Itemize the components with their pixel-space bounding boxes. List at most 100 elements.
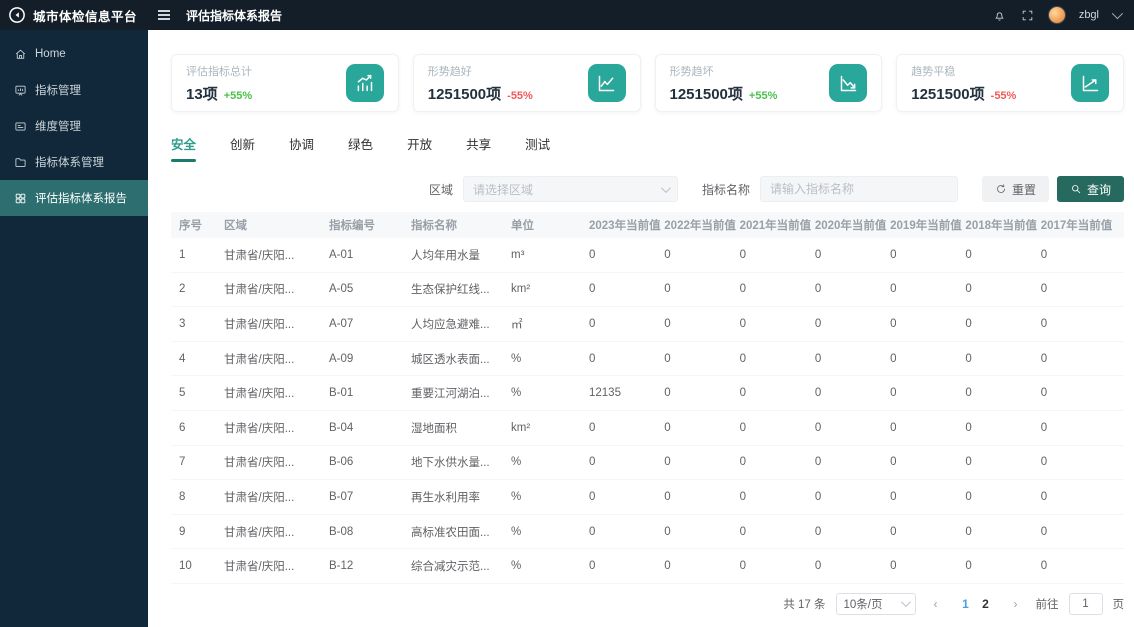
table-cell: 4 bbox=[179, 352, 186, 365]
table-cell: 0 bbox=[965, 317, 972, 330]
table-cell: % bbox=[511, 490, 522, 503]
chevron-down-icon bbox=[660, 182, 671, 193]
sidebar-item-evaluation-report[interactable]: 评估指标体系报告 bbox=[0, 180, 148, 216]
chart-board-icon bbox=[14, 84, 27, 97]
table-cell: 0 bbox=[589, 490, 596, 503]
table-cell: 0 bbox=[739, 248, 746, 261]
table-cell: 甘肃省/庆阳... bbox=[224, 388, 295, 401]
next-page-button[interactable]: › bbox=[1013, 596, 1018, 611]
goto-page-input[interactable] bbox=[1068, 592, 1103, 615]
page-size-select[interactable]: 10条/页 bbox=[835, 592, 916, 615]
menu-toggle-icon[interactable] bbox=[154, 6, 174, 24]
table-cell: km² bbox=[511, 421, 531, 434]
table-header-cell: 2017年当前值 bbox=[1040, 220, 1113, 232]
table-cell: 0 bbox=[814, 490, 822, 503]
table-row: 2 甘肃省/庆阳... A-05 生态保护红线... km² 0 0 0 0 0 0 0 bbox=[171, 273, 1124, 308]
top-bar: 城市体检信息平台 评估指标体系报告 zbgl bbox=[0, 0, 1134, 30]
table-cell: m³ bbox=[511, 248, 525, 261]
fullscreen-icon[interactable] bbox=[1020, 8, 1035, 23]
prev-page-button[interactable]: ‹ bbox=[933, 596, 938, 611]
notification-bell-icon[interactable] bbox=[992, 8, 1007, 23]
table-cell: A-01 bbox=[329, 248, 354, 261]
table-cell: 0 bbox=[890, 490, 897, 503]
table-row: 5 甘肃省/庆阳... B-01 重要江河湖泊...% 12135 0 0 0 0 0 0 bbox=[171, 376, 1124, 411]
table-cell: ㎡ bbox=[511, 318, 523, 331]
sidebar-item-indicator-mgmt[interactable]: 指标管理 bbox=[0, 72, 148, 108]
sidebar-item-label: 指标体系管理 bbox=[35, 157, 104, 169]
table-cell: 0 bbox=[664, 352, 671, 365]
table-cell: 甘肃省/庆阳... bbox=[224, 491, 295, 504]
tab-3[interactable]: 协调 bbox=[289, 138, 315, 152]
tab-6[interactable]: 共享 bbox=[466, 138, 492, 152]
table-cell: % bbox=[511, 387, 522, 400]
table-cell: 0 bbox=[814, 387, 822, 400]
page-number-1[interactable]: 1 bbox=[962, 596, 969, 611]
table-cell: B-04 bbox=[329, 421, 354, 434]
table-cell: 0 bbox=[664, 421, 671, 434]
tab-4[interactable]: 绿色 bbox=[348, 138, 374, 152]
table-cell: 0 bbox=[890, 560, 897, 573]
table-cell: 0 bbox=[739, 352, 746, 365]
trend-line-icon bbox=[1071, 64, 1109, 102]
table-cell: 0 bbox=[890, 352, 897, 365]
chevron-down-icon bbox=[900, 597, 911, 608]
table-cell: 0 bbox=[664, 490, 671, 503]
page-size-value: 10条/页 bbox=[843, 598, 883, 611]
table-cell: 高标准农田面... bbox=[411, 526, 490, 539]
region-select[interactable]: 请选择区域 bbox=[462, 176, 678, 202]
table-cell: 0 bbox=[890, 421, 897, 434]
table-header-cell: 单位 bbox=[511, 220, 534, 232]
search-button[interactable]: 查询 bbox=[1056, 176, 1124, 202]
stat-card-value: 1251500项 bbox=[427, 85, 502, 103]
tab-5[interactable]: 开放 bbox=[407, 138, 433, 152]
sidebar-item-label: 维度管理 bbox=[35, 121, 81, 133]
table-cell: 0 bbox=[739, 387, 746, 400]
table-cell: 甘肃省/庆阳... bbox=[224, 318, 295, 331]
table-cell: 3 bbox=[179, 317, 186, 330]
table-cell: 0 bbox=[890, 317, 897, 330]
table-cell: 0 bbox=[1040, 248, 1048, 261]
table-cell: B-12 bbox=[329, 560, 354, 573]
table-cell: 7 bbox=[179, 456, 186, 469]
reset-button[interactable]: 重置 bbox=[981, 176, 1049, 202]
sidebar-item-label: 评估指标体系报告 bbox=[35, 193, 127, 205]
table-cell: A-05 bbox=[329, 283, 354, 296]
table-cell: 0 bbox=[664, 317, 671, 330]
table-header-cell: 区域 bbox=[224, 220, 247, 232]
table-cell: 0 bbox=[589, 317, 596, 330]
indicator-name-label: 指标名称 bbox=[701, 182, 750, 197]
table-header-cell: 序号 bbox=[179, 220, 202, 232]
refresh-icon bbox=[997, 184, 1005, 193]
tab-7[interactable]: 测试 bbox=[525, 138, 551, 152]
username: zbgl bbox=[1078, 9, 1099, 21]
stat-card-improving: 形势趋好 1251500项 -55% bbox=[412, 54, 641, 112]
sidebar-item-home[interactable]: Home bbox=[0, 36, 148, 72]
table-cell: 0 bbox=[589, 525, 596, 538]
page-number-2[interactable]: 2 bbox=[982, 596, 989, 611]
table-cell: 0 bbox=[739, 525, 746, 538]
user-menu-chevron-icon[interactable] bbox=[1111, 7, 1124, 20]
table-cell: 0 bbox=[739, 456, 746, 469]
table-cell: 0 bbox=[664, 248, 671, 261]
stat-card-delta: -55% bbox=[507, 89, 533, 102]
table-cell: 0 bbox=[965, 456, 972, 469]
sidebar-item-indicator-system-mgmt[interactable]: 指标体系管理 bbox=[0, 144, 148, 180]
table-cell: 0 bbox=[739, 421, 746, 434]
table-cell: 0 bbox=[589, 352, 596, 365]
sidebar-item-dimension-mgmt[interactable]: 维度管理 bbox=[0, 108, 148, 144]
table-cell: B-01 bbox=[329, 387, 354, 400]
tab-1[interactable]: 安全 bbox=[171, 134, 197, 162]
tab-2[interactable]: 创新 bbox=[230, 138, 256, 152]
indicator-name-input[interactable] bbox=[759, 176, 958, 202]
table-cell: % bbox=[511, 560, 522, 573]
home-icon bbox=[14, 48, 27, 61]
table-cell: 0 bbox=[664, 456, 671, 469]
stat-card-value: 1251500项 bbox=[911, 85, 985, 103]
table-cell: 0 bbox=[589, 248, 596, 261]
table-row: 6 甘肃省/庆阳... B-04 湿地面积 km² 0 0 0 0 0 0 0 bbox=[171, 411, 1124, 446]
table-header-cell: 指标编号 bbox=[329, 220, 375, 232]
user-avatar[interactable] bbox=[1047, 6, 1066, 24]
table-cell: 甘肃省/庆阳... bbox=[224, 561, 295, 574]
stat-cards: 评估指标总计 13项 +55% 形势趋好 1251500项 -55% 形势趋坏 12… bbox=[171, 54, 1124, 112]
table-cell: 甘肃省/庆阳... bbox=[224, 422, 295, 435]
